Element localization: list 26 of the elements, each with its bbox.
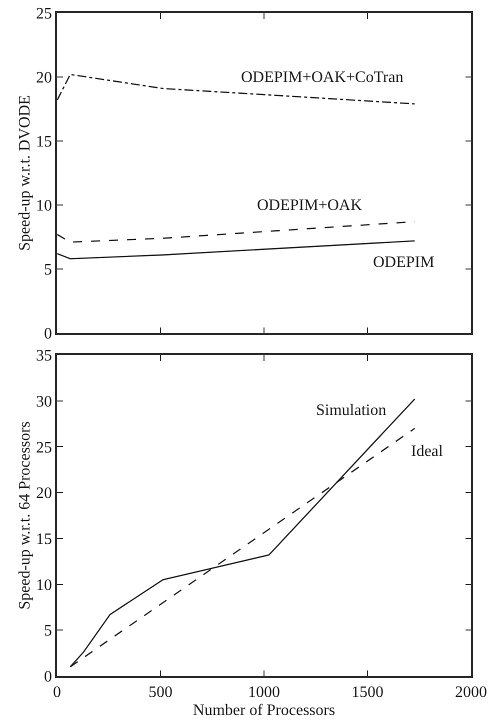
y-tick-label: 15 <box>36 531 52 548</box>
x-tick-label: 500 <box>148 684 172 701</box>
y-tick-label: 20 <box>36 70 52 87</box>
y-axis-title: Speed-up w.r.t. 64 Processors <box>16 421 34 610</box>
y-tick-label: 10 <box>36 576 52 594</box>
y-axis-title: Speed-up w.r.t. DVODE <box>16 95 34 251</box>
x-axis-title: Number of Processors <box>192 702 336 720</box>
x-tick-label: 1500 <box>352 684 384 701</box>
y-tick-label: 0 <box>44 326 52 343</box>
y-tick-label: 25 <box>36 439 52 456</box>
y-tick-label: 5 <box>44 262 52 279</box>
y-tick-label: 15 <box>36 134 52 151</box>
series-label: Simulation <box>316 402 386 419</box>
y-tick-label: 35 <box>36 348 52 365</box>
series-label: ODEPIM+OAK+CoTran <box>241 69 404 86</box>
x-tick-label: 1000 <box>248 684 280 701</box>
y-tick-label: 20 <box>36 485 52 502</box>
x-tick-label: 2000 <box>455 684 487 701</box>
y-tick-label: 0 <box>44 668 52 686</box>
y-tick-label: 25 <box>36 6 52 23</box>
y-tick-label: 30 <box>36 393 52 410</box>
series-label: Ideal <box>411 443 444 460</box>
series-label: ODEPIM+OAK <box>257 197 362 214</box>
y-tick-label: 5 <box>44 622 52 640</box>
series-label: ODEPIM <box>373 254 434 271</box>
y-tick-label: 10 <box>36 198 52 215</box>
